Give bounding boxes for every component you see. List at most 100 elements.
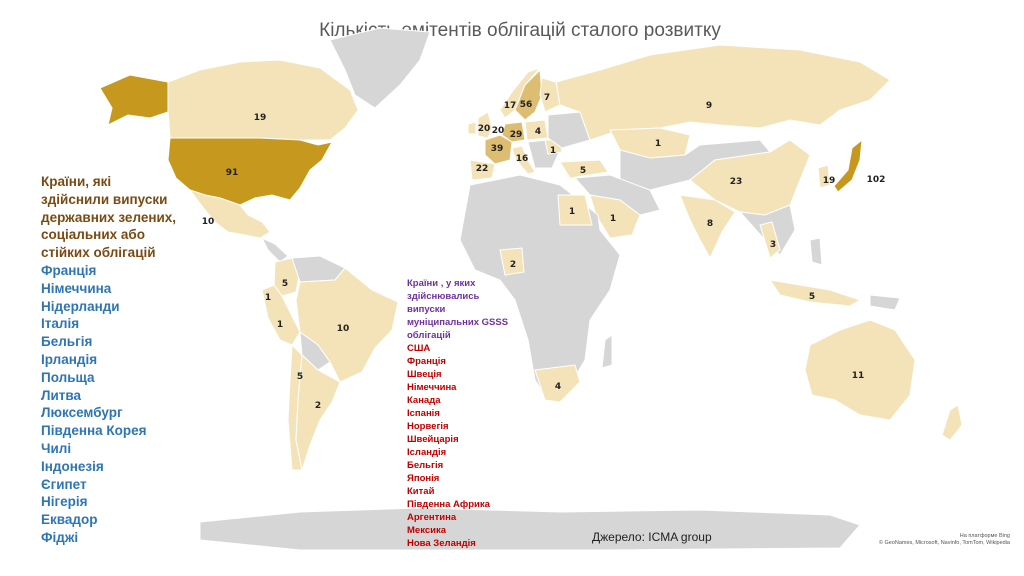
list-item: Єгипет (41, 476, 87, 492)
region-philippines-png (809, 237, 901, 311)
list-item: Німеччина (41, 280, 112, 296)
sovereign-heading-2: здійснили випуски (41, 191, 168, 207)
list-item: Нідерланди (41, 298, 120, 314)
list-item: Японія (407, 473, 440, 484)
credit-sources: © GeoNames, Microsoft, Navinfo, TomTom, … (878, 540, 1010, 546)
region-korea (817, 164, 831, 189)
list-item: Індонезія (41, 458, 104, 474)
sovereign-heading-5: стійких облігацій (41, 245, 156, 261)
municipal-heading-2: здійснювались (407, 291, 480, 302)
region-mexico (188, 189, 271, 239)
label-norway: 17 (504, 101, 517, 111)
list-item: Литва (41, 387, 82, 403)
list-item: Чилі (41, 440, 72, 456)
value-labels: 19 91 10 5 1 1 10 5 2 17 56 7 20 20 29 4… (202, 93, 886, 411)
label-finland: 7 (544, 93, 550, 103)
label-brazil: 10 (337, 324, 350, 334)
label-netherlands: 20 (492, 126, 505, 136)
label-colombia: 5 (282, 279, 288, 289)
label-china: 23 (730, 177, 743, 187)
list-item: Нова Зеландія (407, 538, 476, 549)
label-canada: 19 (254, 113, 267, 123)
label-italy: 16 (516, 154, 529, 164)
region-russia (555, 44, 891, 141)
municipal-heading-4: муніципальних GSSS (407, 317, 509, 328)
list-item: Ірландія (41, 351, 98, 367)
list-item: Канада (407, 395, 441, 406)
label-japan: 102 (867, 175, 886, 185)
list-item: Люксембург (41, 405, 123, 421)
region-turkey (559, 159, 609, 179)
list-item: Норвегія (407, 421, 449, 432)
sovereign-heading-4: соціальних або (41, 227, 145, 243)
map-credit: На платформе Bing © GeoNames, Microsoft,… (879, 533, 1010, 547)
region-madagascar (601, 334, 613, 369)
list-item: США (407, 343, 431, 354)
list-item: Франція (41, 262, 97, 278)
list-item: Південна Корея (41, 423, 147, 439)
label-thailand: 3 (770, 240, 776, 250)
region-india (679, 194, 736, 260)
region-ukraine-belarus (547, 111, 591, 149)
region-japan (833, 138, 863, 193)
region-bolivia-paraguay (299, 330, 331, 371)
municipal-issuers-list: Країни , у яких здійснювались випуски му… (407, 277, 508, 550)
region-china (689, 139, 811, 216)
label-mexico: 10 (202, 217, 215, 227)
region-canada (167, 59, 359, 141)
label-argentina: 2 (315, 401, 321, 411)
list-item: Німеччина (407, 382, 457, 393)
label-peru: 1 (277, 320, 283, 330)
municipal-heading-3: випуски (407, 304, 446, 315)
list-item: Нігерія (41, 494, 88, 510)
region-australia (804, 319, 916, 421)
label-korea: 19 (823, 176, 836, 186)
region-antarctica (199, 507, 861, 551)
region-indonesia (768, 279, 862, 307)
label-turkey: 5 (580, 166, 586, 176)
list-item: Польща (41, 369, 95, 385)
list-item: Франція (407, 356, 446, 367)
label-germany: 29 (510, 130, 523, 140)
region-italy (511, 145, 536, 175)
municipal-heading-5: облігацій (407, 330, 451, 341)
region-new-zealand (941, 404, 963, 441)
label-usa: 91 (226, 168, 239, 178)
municipal-heading-1: Країни , у яких (407, 278, 476, 289)
list-item: Ісландія (407, 447, 447, 458)
list-item: Бельгія (41, 334, 93, 350)
credit-platform: На платформе Bing (959, 533, 1010, 539)
sovereign-heading-3: державних зелених, (41, 209, 177, 225)
sovereign-issuers-list: Країни, які здійснили випуски державних … (41, 173, 176, 547)
region-ireland (467, 121, 477, 135)
region-thailand (759, 221, 781, 259)
region-argentina (295, 353, 341, 472)
region-central-america (260, 236, 289, 263)
region-spain (469, 159, 496, 181)
label-chile: 5 (297, 372, 303, 382)
label-spain: 22 (476, 164, 489, 174)
region-egypt (557, 194, 593, 226)
list-item: Аргентина (407, 512, 457, 523)
list-item: Південна Африка (407, 499, 490, 510)
label-south-africa: 4 (555, 382, 561, 392)
region-nigeria (499, 247, 525, 276)
label-saudi: 1 (610, 214, 616, 224)
region-usa (167, 137, 333, 206)
label-india: 8 (707, 219, 713, 229)
label-sweden: 56 (520, 100, 533, 110)
label-romania: 1 (550, 146, 556, 156)
region-norway (499, 66, 542, 119)
list-item: Еквадор (41, 512, 98, 528)
region-france (484, 134, 513, 165)
label-australia: 11 (852, 371, 865, 381)
label-poland: 4 (535, 127, 541, 137)
list-item: Китай (407, 486, 435, 497)
region-alaska (99, 74, 169, 126)
region-south-africa (534, 364, 581, 403)
label-france: 39 (491, 144, 504, 154)
list-item: Бельгія (407, 460, 444, 471)
label-indonesia: 5 (809, 292, 815, 302)
label-kazakhstan: 1 (655, 139, 661, 149)
